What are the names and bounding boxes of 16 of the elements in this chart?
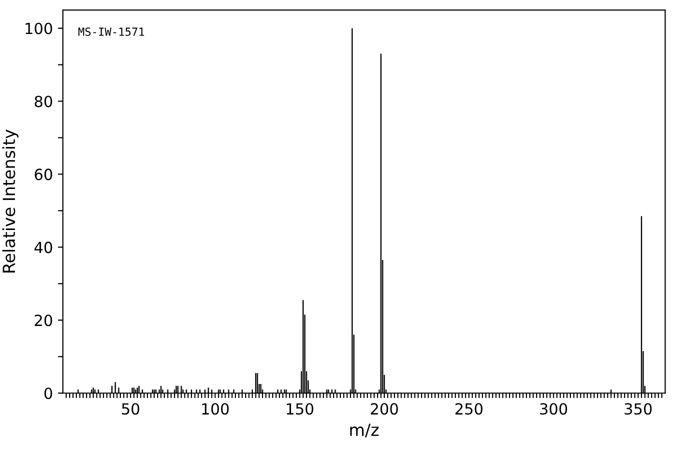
x-tick-label: 150 (286, 403, 314, 415)
y-tick-label: 60 (34, 168, 52, 180)
x-tick-label: 350 (624, 403, 652, 415)
y-tick-label: 20 (34, 314, 52, 326)
y-axis-title: Relative Intensity (2, 130, 18, 272)
y-tick-label: 100 (26, 22, 52, 34)
x-tick-label: 300 (540, 403, 568, 415)
x-tick-label: 250 (455, 403, 482, 415)
x-axis-title: m/z (350, 424, 379, 438)
y-tick-label: 80 (34, 96, 52, 108)
x-tick-label: 50 (122, 403, 140, 415)
x-tick-label: 200 (370, 403, 398, 415)
y-tick-label: 0 (44, 388, 52, 400)
y-tick-label: 40 (34, 242, 52, 254)
annotation: MS-IW-1571 (78, 28, 144, 36)
x-tick-label: 100 (202, 403, 229, 415)
